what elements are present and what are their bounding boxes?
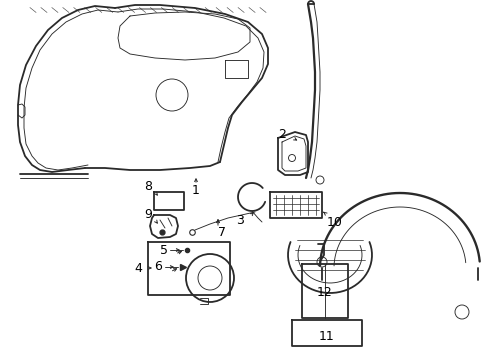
Text: 11: 11 <box>319 329 334 342</box>
Text: 8: 8 <box>143 180 152 193</box>
Text: 2: 2 <box>278 129 285 141</box>
Text: 12: 12 <box>317 285 332 298</box>
Text: 1: 1 <box>192 184 200 198</box>
Text: 5: 5 <box>160 243 168 256</box>
Text: 6: 6 <box>154 261 162 274</box>
Text: 10: 10 <box>326 216 342 229</box>
Text: 7: 7 <box>218 225 225 238</box>
Text: 9: 9 <box>144 208 152 221</box>
Text: 3: 3 <box>236 213 244 226</box>
Text: 4: 4 <box>134 261 142 274</box>
